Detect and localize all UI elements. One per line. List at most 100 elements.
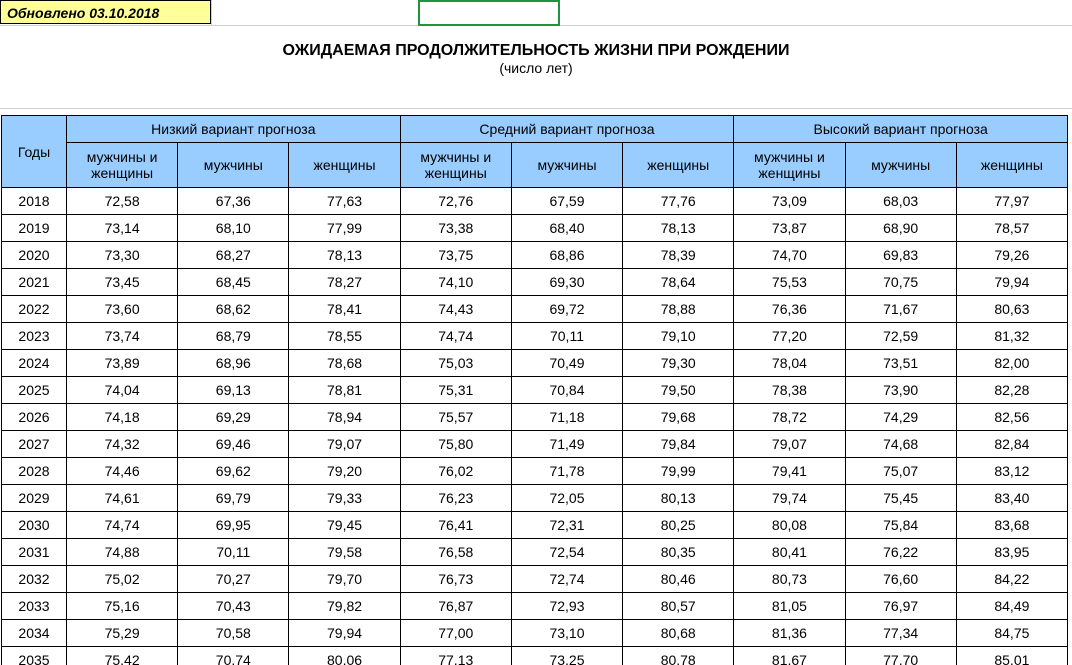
- cell-value[interactable]: 75,80: [400, 431, 511, 458]
- cell-value[interactable]: 68,45: [178, 269, 289, 296]
- cell-value[interactable]: 70,11: [178, 539, 289, 566]
- cell-value[interactable]: 73,45: [67, 269, 178, 296]
- cell-value[interactable]: 79,94: [289, 620, 400, 647]
- cell-value[interactable]: 76,02: [400, 458, 511, 485]
- cell-value[interactable]: 80,73: [734, 566, 845, 593]
- cell-value[interactable]: 76,22: [845, 539, 956, 566]
- cell-value[interactable]: 68,10: [178, 215, 289, 242]
- cell-value[interactable]: 76,36: [734, 296, 845, 323]
- cell-value[interactable]: 68,03: [845, 188, 956, 215]
- cell-value[interactable]: 73,90: [845, 377, 956, 404]
- cell-year[interactable]: 2029: [2, 485, 67, 512]
- cell-value[interactable]: 76,23: [400, 485, 511, 512]
- cell-value[interactable]: 69,29: [178, 404, 289, 431]
- cell-value[interactable]: 78,68: [289, 350, 400, 377]
- cell-value[interactable]: 76,87: [400, 593, 511, 620]
- cell-value[interactable]: 79,82: [289, 593, 400, 620]
- col-subheader[interactable]: женщины: [956, 143, 1067, 188]
- cell-value[interactable]: 76,73: [400, 566, 511, 593]
- cell-value[interactable]: 72,05: [511, 485, 622, 512]
- cell-value[interactable]: 75,03: [400, 350, 511, 377]
- cell-value[interactable]: 77,34: [845, 620, 956, 647]
- cell-value[interactable]: 75,29: [67, 620, 178, 647]
- cell-value[interactable]: 72,58: [67, 188, 178, 215]
- cell-value[interactable]: 80,57: [623, 593, 734, 620]
- cell-value[interactable]: 74,74: [400, 323, 511, 350]
- cell-value[interactable]: 76,60: [845, 566, 956, 593]
- cell-value[interactable]: 80,68: [623, 620, 734, 647]
- col-subheader[interactable]: мужчины иженщины: [734, 143, 845, 188]
- cell-value[interactable]: 74,61: [67, 485, 178, 512]
- col-subheader[interactable]: женщины: [289, 143, 400, 188]
- cell-value[interactable]: 68,40: [511, 215, 622, 242]
- cell-value[interactable]: 81,32: [956, 323, 1067, 350]
- cell-value[interactable]: 77,99: [289, 215, 400, 242]
- cell-value[interactable]: 79,99: [623, 458, 734, 485]
- cell-value[interactable]: 68,86: [511, 242, 622, 269]
- cell-value[interactable]: 75,84: [845, 512, 956, 539]
- active-cell-cursor[interactable]: [418, 0, 560, 26]
- cell-value[interactable]: 75,31: [400, 377, 511, 404]
- cell-year[interactable]: 2034: [2, 620, 67, 647]
- cell-year[interactable]: 2021: [2, 269, 67, 296]
- cell-value[interactable]: 79,26: [956, 242, 1067, 269]
- cell-value[interactable]: 72,31: [511, 512, 622, 539]
- cell-value[interactable]: 74,10: [400, 269, 511, 296]
- cell-value[interactable]: 83,40: [956, 485, 1067, 512]
- cell-value[interactable]: 82,56: [956, 404, 1067, 431]
- cell-value[interactable]: 79,84: [623, 431, 734, 458]
- cell-value[interactable]: 73,14: [67, 215, 178, 242]
- cell-value[interactable]: 83,95: [956, 539, 1067, 566]
- cell-value[interactable]: 78,57: [956, 215, 1067, 242]
- cell-value[interactable]: 78,81: [289, 377, 400, 404]
- cell-value[interactable]: 69,46: [178, 431, 289, 458]
- cell-value[interactable]: 79,07: [734, 431, 845, 458]
- cell-value[interactable]: 80,08: [734, 512, 845, 539]
- cell-value[interactable]: 77,13: [400, 647, 511, 665]
- cell-value[interactable]: 68,27: [178, 242, 289, 269]
- cell-value[interactable]: 75,45: [845, 485, 956, 512]
- cell-value[interactable]: 79,74: [734, 485, 845, 512]
- cell-value[interactable]: 78,55: [289, 323, 400, 350]
- cell-value[interactable]: 75,16: [67, 593, 178, 620]
- cell-value[interactable]: 73,74: [67, 323, 178, 350]
- cell-value[interactable]: 69,95: [178, 512, 289, 539]
- cell-value[interactable]: 74,46: [67, 458, 178, 485]
- cell-value[interactable]: 75,07: [845, 458, 956, 485]
- cell-value[interactable]: 73,60: [67, 296, 178, 323]
- cell-value[interactable]: 82,84: [956, 431, 1067, 458]
- cell-value[interactable]: 71,18: [511, 404, 622, 431]
- cell-value[interactable]: 73,30: [67, 242, 178, 269]
- cell-value[interactable]: 79,45: [289, 512, 400, 539]
- cell-value[interactable]: 78,13: [289, 242, 400, 269]
- cell-value[interactable]: 68,79: [178, 323, 289, 350]
- cell-value[interactable]: 78,38: [734, 377, 845, 404]
- cell-value[interactable]: 77,00: [400, 620, 511, 647]
- col-subheader[interactable]: мужчины: [178, 143, 289, 188]
- col-subheader[interactable]: мужчины иженщины: [67, 143, 178, 188]
- cell-value[interactable]: 69,83: [845, 242, 956, 269]
- cell-value[interactable]: 73,10: [511, 620, 622, 647]
- cell-value[interactable]: 79,68: [623, 404, 734, 431]
- cell-value[interactable]: 77,63: [289, 188, 400, 215]
- cell-year[interactable]: 2025: [2, 377, 67, 404]
- cell-value[interactable]: 80,78: [623, 647, 734, 665]
- cell-value[interactable]: 80,25: [623, 512, 734, 539]
- cell-value[interactable]: 73,25: [511, 647, 622, 665]
- cell-value[interactable]: 72,54: [511, 539, 622, 566]
- cell-value[interactable]: 74,18: [67, 404, 178, 431]
- cell-value[interactable]: 72,59: [845, 323, 956, 350]
- cell-value[interactable]: 74,68: [845, 431, 956, 458]
- cell-value[interactable]: 77,76: [623, 188, 734, 215]
- cell-value[interactable]: 83,68: [956, 512, 1067, 539]
- cell-value[interactable]: 75,02: [67, 566, 178, 593]
- col-subheader[interactable]: женщины: [623, 143, 734, 188]
- cell-value[interactable]: 74,32: [67, 431, 178, 458]
- cell-value[interactable]: 74,43: [400, 296, 511, 323]
- cell-value[interactable]: 78,41: [289, 296, 400, 323]
- cell-value[interactable]: 72,76: [400, 188, 511, 215]
- cell-year[interactable]: 2024: [2, 350, 67, 377]
- cell-value[interactable]: 73,51: [845, 350, 956, 377]
- cell-value[interactable]: 81,05: [734, 593, 845, 620]
- cell-value[interactable]: 74,70: [734, 242, 845, 269]
